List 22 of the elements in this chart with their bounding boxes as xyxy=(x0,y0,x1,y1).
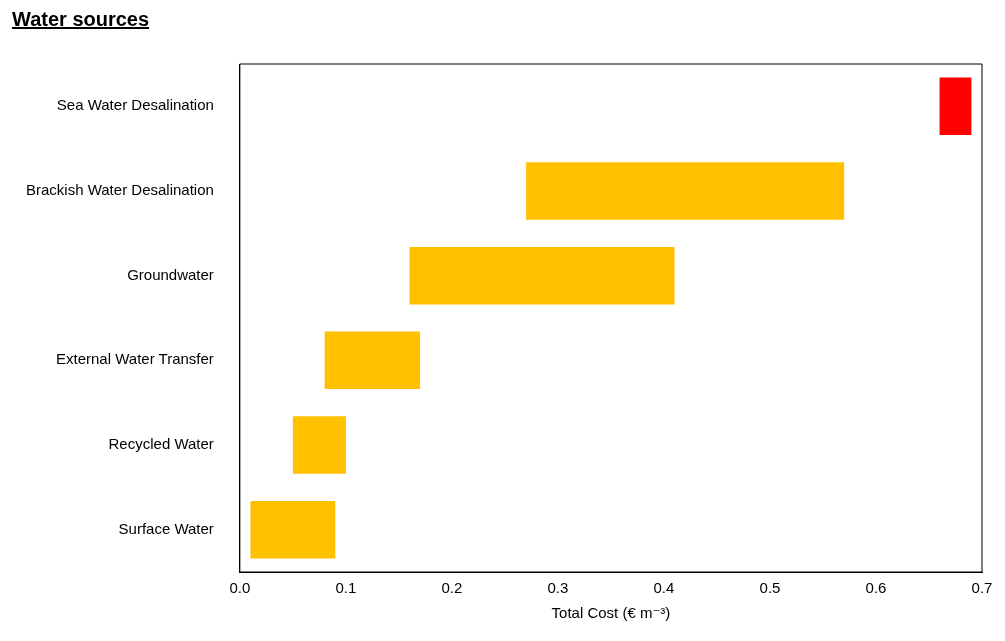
x-tick-label: 0.0 xyxy=(229,579,251,597)
bar xyxy=(526,162,845,220)
x-tick-label: 0.5 xyxy=(759,579,781,597)
y-tick-label: Surface Water xyxy=(118,519,214,537)
bar xyxy=(409,246,675,305)
x-tick-label: 0.1 xyxy=(335,579,357,597)
chart-title: Water sources xyxy=(12,8,151,31)
x-tick-label: 0.3 xyxy=(547,579,569,597)
x-axis-title: Total Cost (€ m⁻³) xyxy=(551,604,671,622)
bar xyxy=(939,77,972,136)
x-tick-label: 0.2 xyxy=(441,579,463,597)
x-tick-label: 0.7 xyxy=(971,579,993,597)
bar xyxy=(324,331,421,390)
y-tick-label: Groundwater xyxy=(127,265,214,283)
bar xyxy=(292,416,346,474)
x-tick-label: 0.6 xyxy=(865,579,887,597)
x-tick-label: 0.4 xyxy=(653,579,675,597)
y-tick-label: Recycled Water xyxy=(108,435,214,453)
y-tick-label: External Water Transfer xyxy=(56,350,214,368)
y-tick-label: Sea Water Desalination xyxy=(56,96,214,114)
y-tick-label: Brackish Water Desalination xyxy=(25,181,214,199)
bar xyxy=(250,500,336,559)
